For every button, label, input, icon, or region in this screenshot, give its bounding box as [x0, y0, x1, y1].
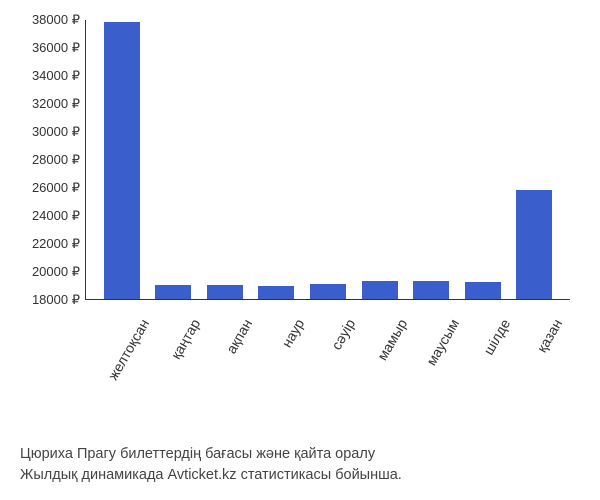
bar: [516, 190, 552, 299]
y-tick: 24000 ₽: [32, 208, 80, 224]
y-tick: 38000 ₽: [32, 12, 80, 28]
bar: [258, 286, 294, 299]
y-tick: 30000 ₽: [32, 124, 80, 140]
y-tick: 34000 ₽: [32, 68, 80, 84]
chart-caption: Цюриха Прагу билеттердің бағасы және қай…: [20, 444, 580, 485]
bar: [207, 285, 243, 299]
bar: [155, 285, 191, 299]
y-tick: 32000 ₽: [32, 96, 80, 112]
caption-line2: Жылдық динамикада Avticket.kz статистика…: [20, 465, 580, 485]
price-chart: 38000 ₽ 36000 ₽ 34000 ₽ 32000 ₽ 30000 ₽ …: [10, 20, 580, 400]
bar: [310, 284, 346, 299]
y-tick: 18000 ₽: [32, 292, 80, 308]
y-tick: 28000 ₽: [32, 152, 80, 168]
bar: [413, 281, 449, 299]
bar: [465, 282, 501, 299]
bar: [362, 281, 398, 299]
bar: [104, 22, 140, 299]
plot-area: [85, 20, 570, 300]
y-axis: 38000 ₽ 36000 ₽ 34000 ₽ 32000 ₽ 30000 ₽ …: [10, 20, 85, 300]
y-tick: 26000 ₽: [32, 180, 80, 196]
x-axis-labels: желтоқсан қаңтар ақпан наур сәуір мамыр …: [85, 305, 570, 400]
y-tick: 36000 ₽: [32, 40, 80, 56]
y-tick: 22000 ₽: [32, 236, 80, 252]
bars-group: [86, 20, 570, 299]
caption-line1: Цюриха Прагу билеттердің бағасы және қай…: [20, 444, 580, 464]
y-tick: 20000 ₽: [32, 264, 80, 280]
